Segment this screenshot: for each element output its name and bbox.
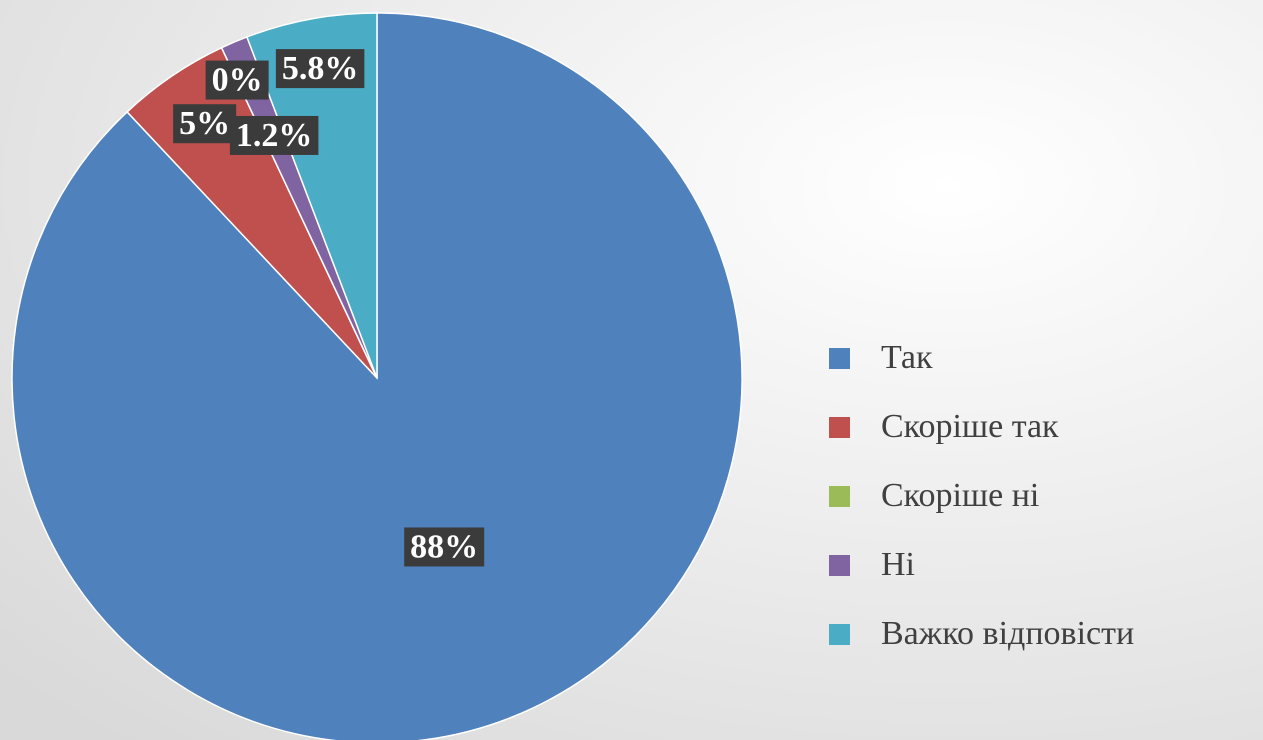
label-text: 0%: [212, 62, 263, 99]
legend-label: Скоріше ні: [881, 477, 1039, 514]
legend-label: Ні: [881, 546, 915, 583]
label-box: [275, 49, 365, 89]
label-box: [205, 60, 269, 100]
legend-swatch: [829, 417, 850, 438]
data-label: 5%: [173, 104, 237, 144]
legend-label: Скоріше так: [881, 408, 1059, 445]
legend-swatch: [829, 624, 850, 645]
legend-label: Важко відповісти: [881, 615, 1134, 652]
legend-label: Так: [881, 339, 933, 376]
data-label: 88%: [404, 527, 485, 567]
data-label: 1.2%: [229, 115, 319, 155]
label-box: [229, 115, 319, 155]
label-text: 5.8%: [282, 50, 359, 87]
legend-swatch: [829, 555, 850, 576]
legend-swatch: [829, 486, 850, 507]
data-label: 5.8%: [275, 49, 365, 89]
pie-slice: [245, 12, 378, 379]
label-text: 1.2%: [236, 117, 313, 154]
data-label: 0%: [205, 60, 269, 100]
label-text: 5%: [179, 105, 230, 142]
label-box: [173, 104, 237, 144]
label-text: 88%: [410, 528, 478, 565]
legend-swatch: [829, 348, 850, 369]
label-box: [404, 527, 485, 567]
